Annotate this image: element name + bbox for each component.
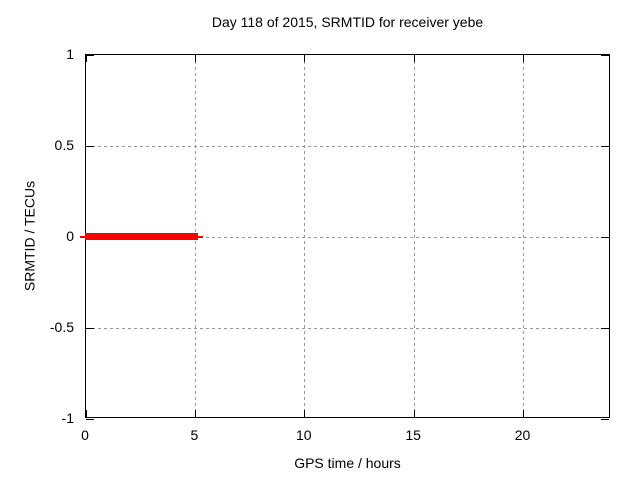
x-tick-bottom	[413, 410, 415, 417]
y-tick-label: 0.5	[54, 137, 74, 153]
x-tick-top	[413, 55, 415, 62]
chart-title: Day 118 of 2015, SRMTID for receiver yeb…	[211, 14, 484, 30]
x-gridline	[304, 55, 306, 417]
x-tick-bottom	[304, 410, 306, 417]
y-tick-right	[601, 418, 609, 420]
y-tick-left	[86, 327, 94, 329]
y-tick-right	[601, 145, 609, 147]
x-tick-top	[85, 55, 87, 62]
y-tick-left	[86, 145, 94, 147]
x-tick-top	[523, 55, 524, 62]
y-tick-label: -0.5	[49, 319, 74, 335]
y-gridline	[86, 236, 609, 238]
x-tick-bottom	[85, 410, 87, 417]
x-tick-bottom	[523, 410, 524, 417]
y-gridline	[86, 327, 609, 329]
x-tick-top	[194, 55, 196, 62]
series-line-thick	[85, 233, 198, 240]
x-gridline	[523, 55, 524, 417]
y-axis-label: SRMTID / TECUs	[21, 180, 38, 292]
y-gridline	[86, 145, 609, 147]
x-tick-label: 5	[190, 427, 199, 443]
y-tick-right	[601, 327, 609, 329]
y-tick-right	[601, 236, 609, 238]
x-tick-label: 20	[514, 427, 531, 443]
y-tick-label: -1	[61, 410, 74, 426]
x-tick-label: 15	[405, 427, 421, 443]
x-gridline	[413, 55, 415, 417]
y-tick-left	[86, 418, 94, 420]
y-tick-right	[601, 54, 609, 56]
y-tick-label: 0	[66, 228, 74, 244]
x-tick-label: 0	[81, 427, 89, 443]
y-tick-left	[86, 54, 94, 56]
x-axis-label: GPS time / hours	[294, 455, 401, 471]
x-tick-top	[304, 55, 306, 62]
x-tick-label: 10	[295, 427, 312, 443]
x-tick-bottom	[194, 410, 196, 417]
plot-area	[80, 54, 610, 420]
y-tick-label: 1	[66, 46, 74, 62]
